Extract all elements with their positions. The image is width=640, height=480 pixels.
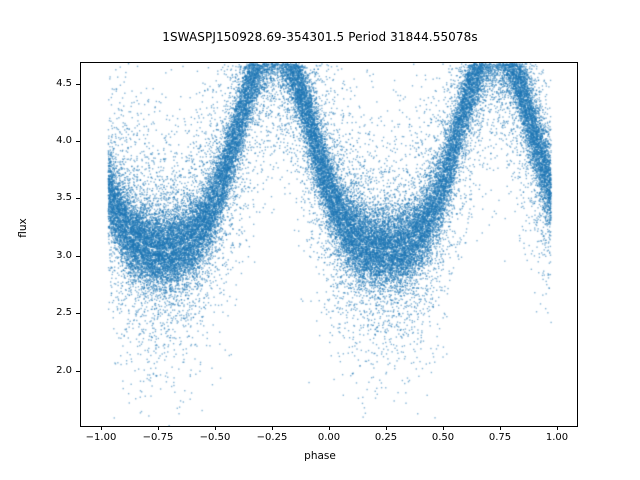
y-axis-label: flux <box>17 218 29 238</box>
x-tick-2 <box>215 426 216 430</box>
x-tick-label-0: −1.00 <box>85 432 117 443</box>
y-tick-label-0: 2.0 <box>56 365 72 376</box>
x-tick-label-8: 1.00 <box>545 432 569 443</box>
x-tick-label-3: −0.25 <box>256 432 288 443</box>
y-tick-4 <box>76 141 80 142</box>
x-tick-4 <box>329 426 330 430</box>
y-tick-0 <box>76 371 80 372</box>
page-title: 1SWASPJ150928.69-354301.5 Period 31844.5… <box>162 30 478 44</box>
x-tick-label-1: −0.75 <box>142 432 174 443</box>
x-tick-label-4: 0.00 <box>317 432 341 443</box>
y-tick-label-3: 3.5 <box>56 192 72 203</box>
y-tick-label-2: 3.0 <box>56 250 72 261</box>
x-tick-label-2: −0.50 <box>199 432 231 443</box>
x-tick-3 <box>272 426 273 430</box>
x-tick-1 <box>158 426 159 430</box>
x-tick-label-6: 0.50 <box>431 432 455 443</box>
y-tick-label-4: 4.0 <box>56 135 72 146</box>
x-tick-7 <box>500 426 501 430</box>
y-tick-5 <box>76 84 80 85</box>
y-tick-1 <box>76 313 80 314</box>
x-tick-label-7: 0.75 <box>488 432 512 443</box>
y-tick-3 <box>76 198 80 199</box>
x-tick-0 <box>101 426 102 430</box>
y-tick-2 <box>76 256 80 257</box>
y-tick-label-5: 4.5 <box>56 78 72 89</box>
x-tick-8 <box>557 426 558 430</box>
x-tick-6 <box>443 426 444 430</box>
x-tick-5 <box>386 426 387 430</box>
x-axis-label: phase <box>304 450 336 462</box>
x-tick-label-5: 0.25 <box>374 432 398 443</box>
y-tick-label-1: 2.5 <box>56 307 72 318</box>
scatter-plot-area <box>81 63 577 426</box>
